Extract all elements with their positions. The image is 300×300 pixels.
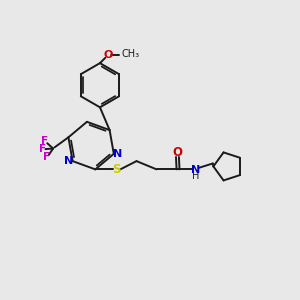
Text: F: F (41, 136, 48, 146)
Text: N: N (191, 165, 200, 175)
Text: N: N (64, 155, 73, 166)
Text: H: H (192, 171, 200, 181)
Text: CH₃: CH₃ (122, 49, 140, 59)
Text: O: O (172, 146, 182, 159)
Text: S: S (112, 163, 121, 176)
Text: F: F (43, 152, 50, 162)
Text: N: N (113, 149, 122, 159)
Text: F: F (39, 144, 46, 154)
Text: O: O (103, 50, 113, 60)
